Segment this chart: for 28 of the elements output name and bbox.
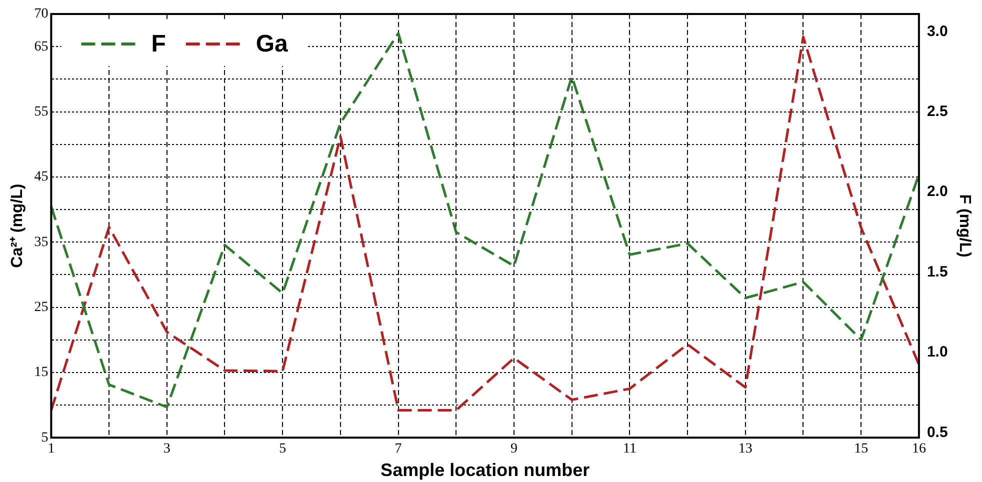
x-tick-label: 15 bbox=[854, 442, 868, 457]
y-tick-label: 5 bbox=[41, 430, 48, 446]
x-tick-label: 7 bbox=[394, 442, 402, 457]
y2-tick-label: 1.5 bbox=[926, 263, 948, 280]
y-tick-label: 15 bbox=[34, 365, 48, 380]
legend-label: F bbox=[151, 30, 166, 58]
y-axis-title: Ca²⁺ (mg/L) bbox=[9, 184, 26, 268]
y2-axis-title: F (mg/L) bbox=[956, 194, 973, 258]
y-tick-label: 35 bbox=[34, 234, 48, 250]
x-tick-label: 5 bbox=[279, 442, 286, 457]
x-axis-title: Sample location number bbox=[380, 460, 590, 480]
y2-tick-label: 3.0 bbox=[926, 22, 948, 40]
y-tick-label: 45 bbox=[34, 170, 48, 185]
legend-label: Ga bbox=[256, 30, 289, 58]
y-tick-label: 70 bbox=[34, 6, 48, 22]
x-tick-label: 1 bbox=[48, 442, 55, 457]
x-tick-label: 3 bbox=[163, 442, 170, 457]
y2-tick-label: 2.0 bbox=[926, 183, 948, 200]
y2-tick-label: 2.5 bbox=[926, 103, 948, 120]
y2-tick-label: 1.0 bbox=[926, 344, 948, 361]
y-tick-label: 55 bbox=[34, 104, 48, 120]
x-tick-label: 13 bbox=[738, 442, 752, 457]
x-tick-label: 9 bbox=[510, 442, 518, 457]
y-tick-label: 25 bbox=[34, 300, 48, 315]
x-tick-label: 11 bbox=[622, 442, 636, 457]
y2-tick-label: 0.5 bbox=[926, 424, 948, 441]
y-tick-label: 65 bbox=[34, 39, 48, 54]
x-tick-label: 16 bbox=[912, 442, 926, 457]
